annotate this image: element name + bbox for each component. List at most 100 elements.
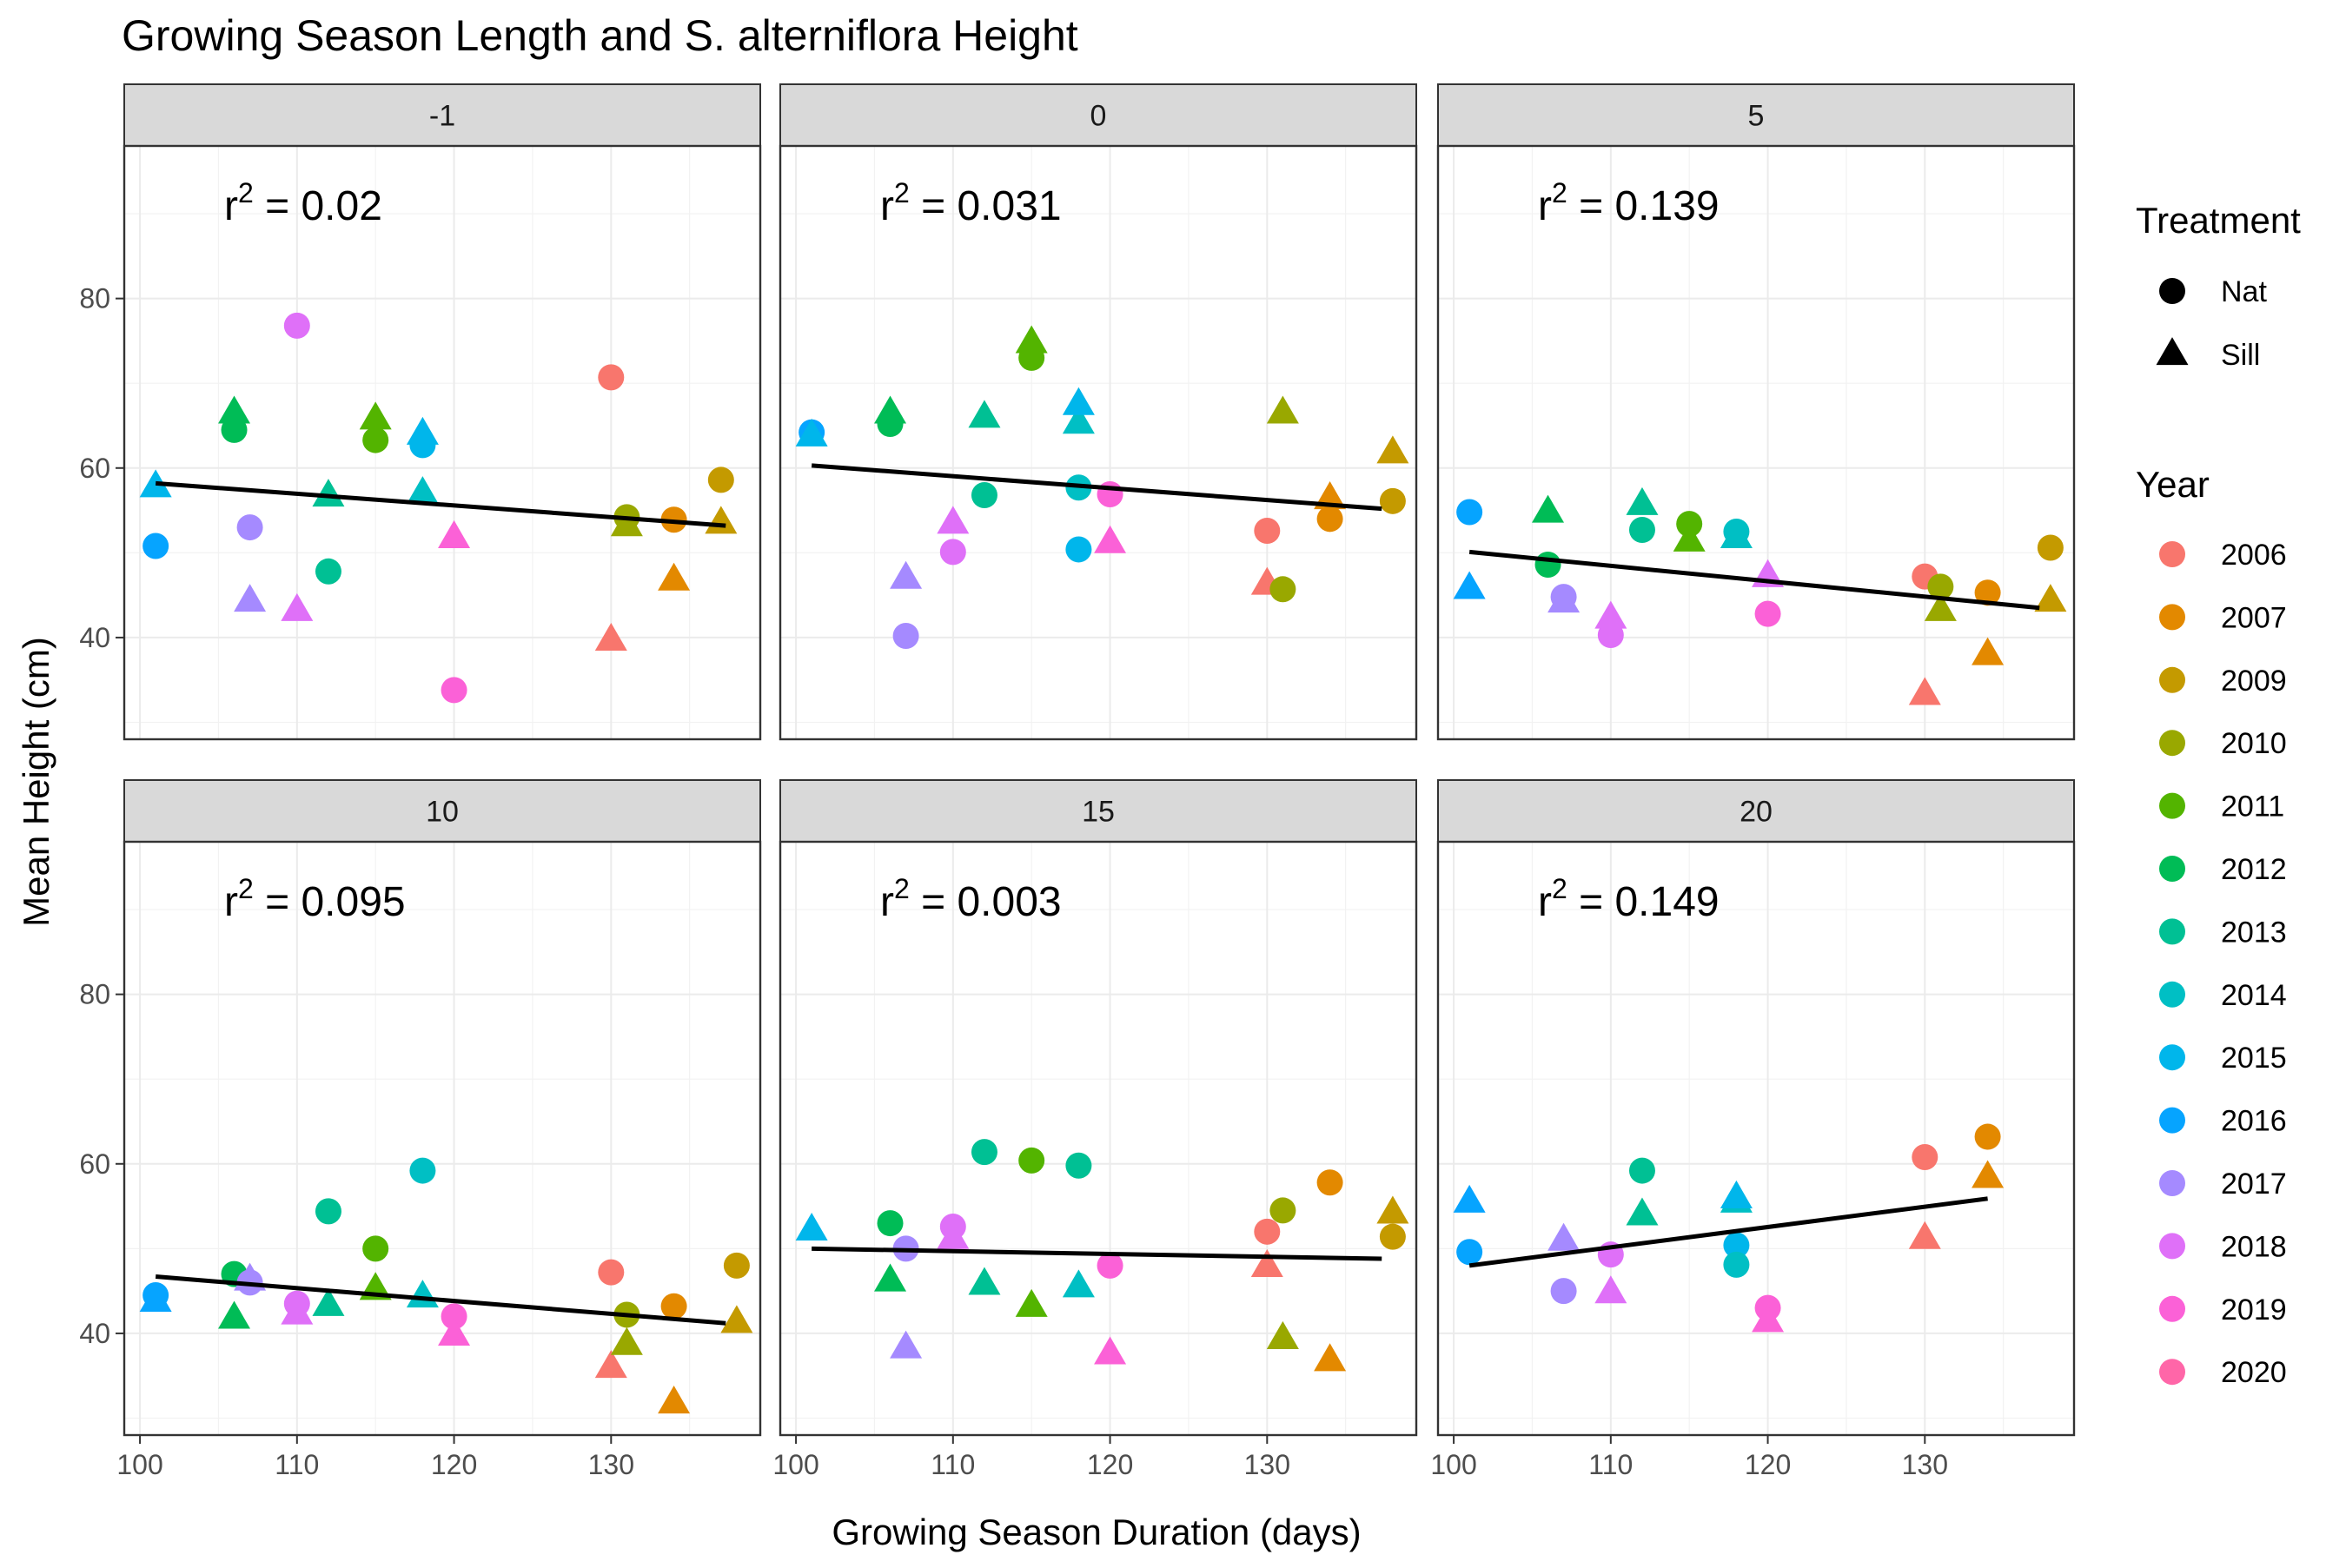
data-point-sill <box>359 401 392 430</box>
panel-border <box>123 840 762 1437</box>
panel-border <box>779 840 1418 1437</box>
data-point-sill <box>795 1213 828 1241</box>
year-legend-item: 2009 <box>2159 665 2287 698</box>
data-point-sill <box>890 560 923 589</box>
year-legend-item: 2006 <box>2159 539 2287 572</box>
data-point-sill <box>438 519 471 548</box>
year-legend-label: 2016 <box>2221 1105 2287 1138</box>
data-point-nat <box>971 1139 997 1166</box>
legend-key-circle <box>2159 541 2185 567</box>
data-point-nat <box>1974 1123 2001 1150</box>
data-point-sill <box>1626 486 1659 515</box>
data-point-nat <box>2037 534 2064 561</box>
data-point-sill <box>1376 435 1409 464</box>
data-point-nat <box>1379 487 1406 514</box>
data-point-nat <box>236 514 263 541</box>
panel-border <box>779 144 1418 741</box>
legend-key-circle <box>2159 1044 2185 1071</box>
x-tick-label: 110 <box>1588 1449 1633 1480</box>
year-legend-label: 2010 <box>2221 727 2287 760</box>
data-point-nat <box>142 533 169 559</box>
data-point-nat <box>1018 1147 1045 1174</box>
year-legend-label: 2015 <box>2221 1042 2287 1075</box>
facet-strip <box>123 779 761 843</box>
data-point-sill <box>937 1221 970 1249</box>
data-point-nat <box>1065 536 1092 563</box>
r-squared-annotation: r2 = 0.003 <box>880 873 1062 925</box>
legend-key-circle <box>2159 666 2185 693</box>
data-point-sill <box>1924 592 1957 621</box>
data-point-sill <box>1376 1195 1409 1224</box>
data-point-nat <box>723 1252 750 1279</box>
y-tick-label: 60 <box>79 1148 110 1180</box>
x-tick-label: 120 <box>1745 1449 1791 1480</box>
data-point-sill <box>1972 1160 2005 1188</box>
data-point-sill <box>1594 600 1627 629</box>
treatment-legend-title: Treatment <box>2136 200 2301 241</box>
year-legend-item: 2012 <box>2159 853 2287 886</box>
y-tick-label: 40 <box>79 1318 110 1349</box>
panel-background <box>1438 146 2074 739</box>
legend-key-triangle <box>2156 337 2189 366</box>
data-point-nat <box>1316 506 1343 533</box>
data-point-sill <box>1266 395 1299 424</box>
regression-line <box>1468 1196 1988 1268</box>
facet-panel: -1 r2 = 0.02 <box>123 83 762 741</box>
data-point-sill <box>218 1300 251 1329</box>
data-point-sill <box>1908 1221 1941 1249</box>
facet-panel: 10 r2 = 0.095 <box>123 779 762 1437</box>
data-point-sill <box>1532 494 1565 523</box>
legend-key-circle <box>2159 856 2185 882</box>
data-point-nat <box>315 558 341 585</box>
legend-key-circle <box>2159 1359 2185 1386</box>
year-legend-item: 2016 <box>2159 1105 2287 1138</box>
data-point-nat <box>1534 552 1561 579</box>
data-point-nat <box>1254 517 1281 544</box>
legend-key-circle <box>2159 918 2185 945</box>
legend-key-circle <box>2159 1170 2185 1196</box>
panel-background <box>1438 842 2074 1435</box>
data-point-sill <box>234 584 267 612</box>
data-point-nat <box>362 1235 389 1262</box>
year-legend-item: 2013 <box>2159 916 2287 949</box>
year-legend-item: 2017 <box>2159 1168 2287 1201</box>
legend-key-circle <box>2159 604 2185 631</box>
r-squared-annotation: r2 = 0.149 <box>1538 873 1720 925</box>
year-legend-label: 2018 <box>2221 1230 2287 1263</box>
facet-panels: -1 r2 = 0.02 0 r2 = 0.031 5 r2 = 0.139 10 r2 = … <box>123 83 2076 1437</box>
data-point-sill <box>281 592 314 621</box>
year-legend-label: 2006 <box>2221 539 2287 572</box>
x-tick-label: 100 <box>1430 1449 1476 1480</box>
year-legend-item: 2007 <box>2159 601 2287 634</box>
data-point-sill <box>720 1305 753 1333</box>
data-point-sill <box>594 622 627 652</box>
data-point-sill <box>2034 584 2067 612</box>
data-point-sill <box>1094 525 1127 553</box>
data-point-sill <box>1752 1304 1785 1333</box>
year-legend-label: 2014 <box>2221 979 2287 1012</box>
data-point-nat <box>1269 576 1296 603</box>
data-point-nat <box>1723 1251 1750 1278</box>
treatment-legend-label: Nat <box>2221 275 2267 308</box>
legend-key-circle <box>2159 278 2185 304</box>
chart-title: Growing Season Length and S. alterniflor… <box>122 11 1078 60</box>
year-legend-label: 2012 <box>2221 853 2287 886</box>
data-point-nat <box>1097 481 1123 508</box>
year-legend-label: 2017 <box>2221 1168 2287 1201</box>
data-point-nat <box>283 312 310 339</box>
data-point-sill <box>1094 1336 1127 1365</box>
data-point-sill <box>281 1296 314 1325</box>
year-legend-item: 2020 <box>2159 1356 2287 1389</box>
data-point-nat <box>1456 1239 1483 1266</box>
data-point-sill <box>968 400 1001 428</box>
treatment-legend-item: Sill <box>2156 337 2260 372</box>
y-tick-label: 60 <box>79 453 110 484</box>
year-legend-label: 2019 <box>2221 1293 2287 1327</box>
data-point-nat <box>1628 1157 1655 1184</box>
data-point-sill <box>1062 406 1095 434</box>
data-point-sill <box>1626 1197 1659 1226</box>
data-point-nat <box>441 677 467 704</box>
treatment-legend-item: Nat <box>2159 275 2267 308</box>
data-point-nat <box>1628 516 1655 543</box>
